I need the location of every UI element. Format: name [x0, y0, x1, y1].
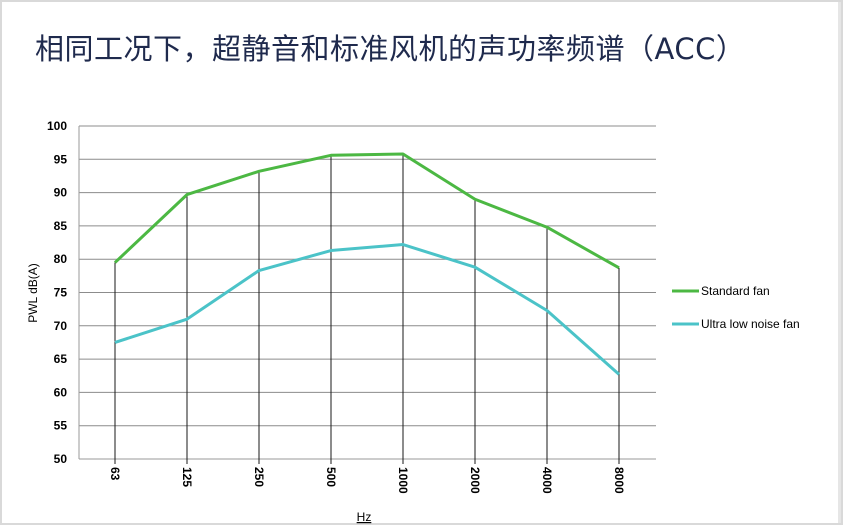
slide-title: 相同工况下，超静音和标准风机的声功率频谱（ACC）: [35, 32, 746, 66]
series-lines: [113, 152, 620, 376]
x-tick-label: 500: [324, 467, 338, 487]
legend-label: Standard fan: [701, 284, 770, 298]
drop-lines: [114, 153, 620, 464]
x-tick-label: 63: [108, 467, 122, 481]
x-tick-label: 125: [180, 467, 194, 487]
series-line-ultra-low-noise-fan: [114, 243, 620, 376]
x-tick-label: 4000: [540, 467, 554, 494]
y-tick-label: 70: [54, 319, 68, 333]
x-tick-label: 8000: [612, 467, 626, 494]
y-tick-label: 95: [54, 152, 68, 166]
y-axis-ticks: 50 55 60 65 70 75 80 85 90 95 100: [47, 119, 67, 466]
x-axis-ticks: 63 125 250 500 1000 2000 4000 8000: [108, 467, 626, 494]
y-tick-label: 90: [54, 186, 68, 200]
y-tick-label: 65: [54, 352, 68, 366]
series-line-standard-fan: [113, 152, 620, 270]
y-tick-label: 75: [54, 286, 68, 300]
y-tick-label: 100: [47, 119, 67, 133]
x-tick-label: 2000: [468, 467, 482, 494]
y-tick-label: 85: [54, 219, 68, 233]
y-tick-label: 60: [54, 385, 68, 399]
y-tick-label: 50: [54, 452, 68, 466]
gridlines: [78, 125, 656, 460]
y-tick-label: 80: [54, 252, 68, 266]
legend-label: Ultra low noise fan: [701, 317, 800, 331]
y-axis-title: PWL dB(A): [26, 263, 40, 323]
y-tick-label: 55: [54, 419, 68, 433]
x-axis-title: Hz: [357, 510, 372, 524]
x-tick-label: 250: [252, 467, 266, 487]
legend: Standard fan Ultra low noise fan: [672, 284, 800, 331]
x-tick-label: 1000: [396, 467, 410, 494]
